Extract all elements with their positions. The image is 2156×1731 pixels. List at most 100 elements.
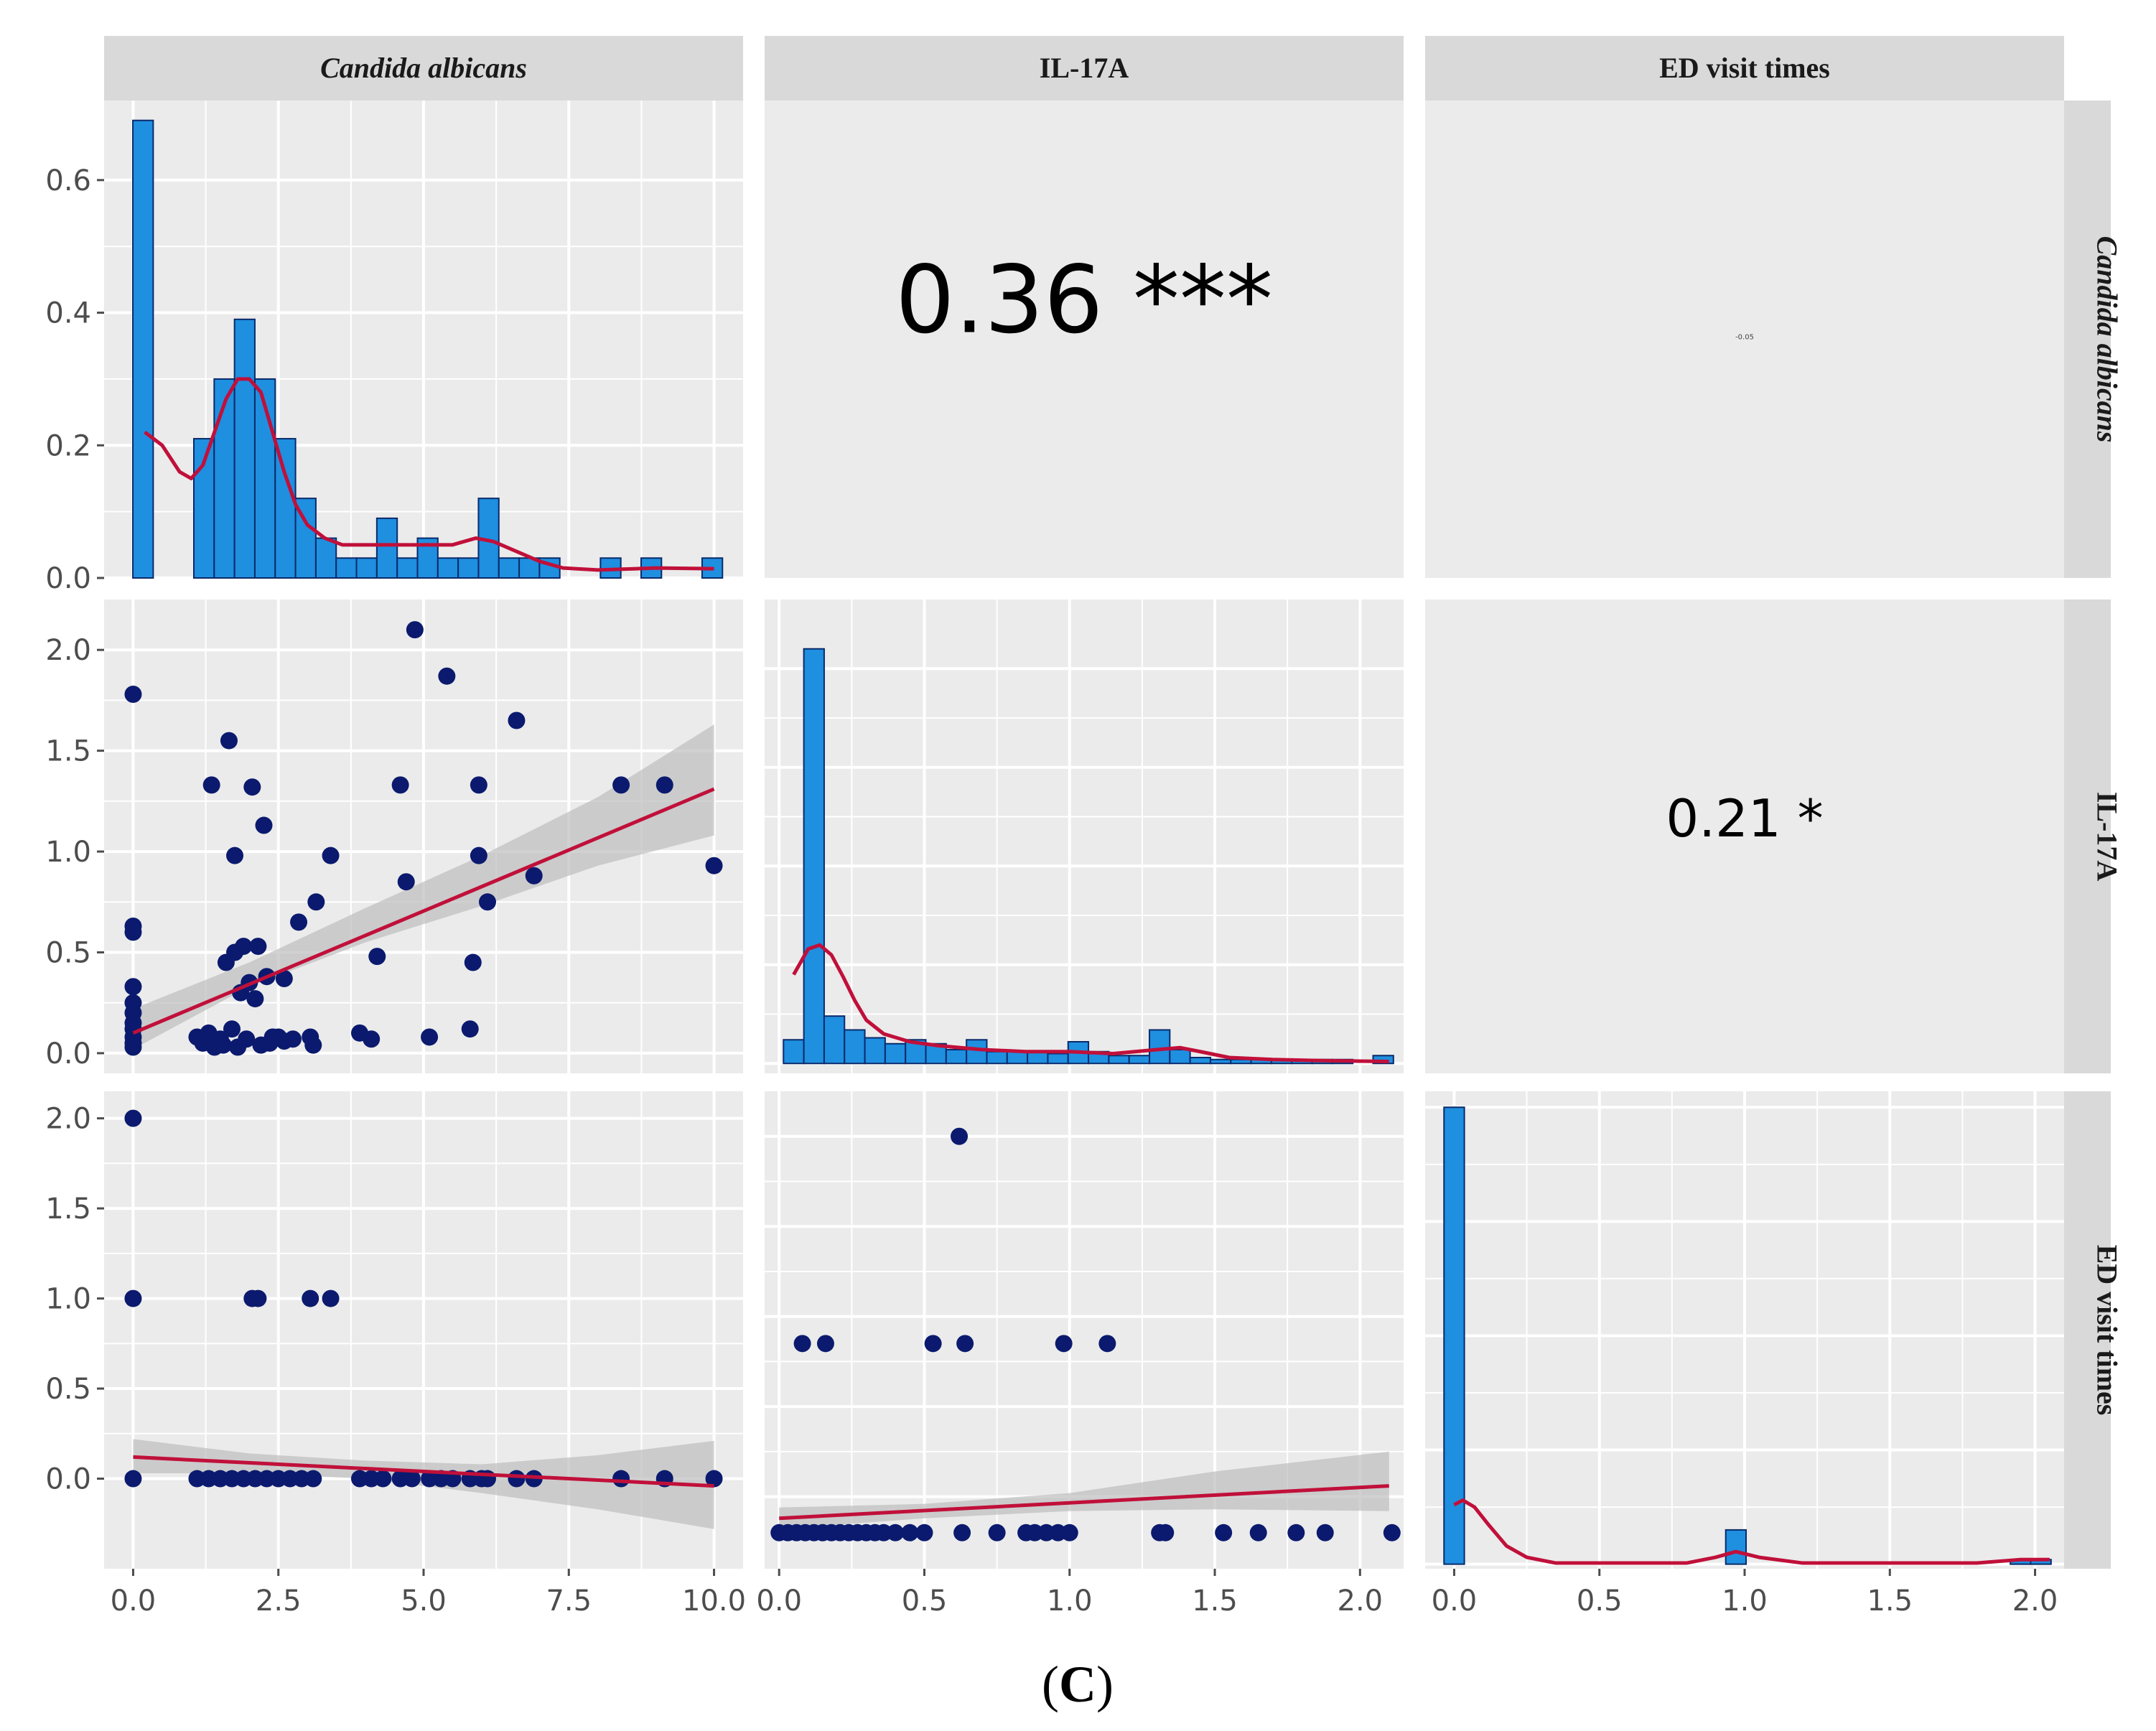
scatter-point (1287, 1524, 1305, 1541)
histogram-bar (314, 537, 337, 579)
regression-line (132, 787, 715, 1035)
scatter-point (470, 846, 487, 864)
column-strip-label: ED visit times (1659, 52, 1830, 84)
correlation-label: 0.36 *** (895, 246, 1273, 355)
x-tick-label: 1.0 (1722, 1585, 1768, 1618)
x-tick-label: 1.0 (1047, 1585, 1093, 1618)
scatter-point (226, 846, 244, 864)
histogram-bar (1128, 1055, 1151, 1065)
y-tick-label: 1.5 (45, 735, 91, 768)
scatter-point (421, 1028, 439, 1046)
scatter-point (525, 867, 543, 885)
histogram-bar (1189, 1057, 1211, 1065)
histogram-2 (783, 648, 1394, 1065)
regression-line (133, 1455, 714, 1488)
column-strip (765, 36, 1404, 101)
y-tick-label: 1.0 (45, 1283, 91, 1316)
regression-line (779, 1484, 1389, 1521)
scatter-point (124, 923, 142, 941)
y-tick-label: 0.0 (45, 562, 91, 595)
scatter-point (705, 857, 723, 874)
y-tick-label: 0.0 (45, 1463, 91, 1496)
x-tick-label: 0.5 (1577, 1585, 1623, 1618)
histogram-bar (844, 1029, 866, 1065)
scatter-point (403, 1470, 421, 1488)
scatter-point (322, 1289, 340, 1307)
scatter-point (124, 1109, 142, 1127)
scatter-point (1055, 1335, 1073, 1353)
y-tick-label: 1.0 (45, 836, 91, 869)
histogram-bar (457, 557, 480, 579)
scatter-point (901, 1524, 919, 1541)
histogram-1 (132, 119, 724, 579)
scatter-point (304, 1036, 322, 1054)
scatter-point (235, 938, 253, 956)
histogram-bar (1149, 1029, 1171, 1065)
x-tick-label: 1.5 (1192, 1585, 1238, 1618)
scatter-point (275, 970, 293, 987)
column-strip-label: Candida albicans (320, 52, 527, 84)
figure-caption: (C) (1042, 1656, 1114, 1713)
scatter-point (223, 1020, 241, 1038)
scatter-panel (124, 621, 723, 1056)
histogram-3 (1443, 1106, 2052, 1565)
histogram-bar (355, 557, 378, 579)
y-tick-label: 2.0 (45, 634, 91, 667)
scatter-point (612, 1470, 630, 1488)
density-curve (792, 943, 1389, 1063)
histogram-bar (274, 438, 297, 579)
y-tick-label: 1.5 (45, 1193, 91, 1226)
scatter-point (1215, 1524, 1233, 1541)
x-tick-label: 0.0 (111, 1585, 157, 1618)
scatter-point (124, 1289, 142, 1307)
histogram-bar (437, 557, 459, 579)
scatter-point (1383, 1524, 1401, 1541)
scatter-point (255, 816, 273, 834)
scatter-point (124, 978, 142, 996)
y-tick-label: 0.5 (45, 936, 91, 969)
scatter-point (307, 893, 325, 911)
y-tick-label: 0.2 (45, 429, 91, 462)
x-tick-label: 2.0 (1338, 1585, 1383, 1618)
histogram-bar (1047, 1053, 1069, 1065)
scatter-point (612, 776, 630, 794)
scatter-point (302, 1289, 319, 1307)
scatter-point (246, 990, 264, 1008)
scatter-point (406, 621, 424, 639)
scatter-point (374, 1470, 392, 1488)
histogram-bar (375, 517, 398, 579)
scatter-point (1249, 1524, 1267, 1541)
scatter-point (1157, 1524, 1175, 1541)
row-strip (2064, 101, 2111, 578)
y-tick-label: 0.0 (45, 1037, 91, 1070)
x-tick-label: 7.5 (546, 1585, 592, 1618)
row-strip-label: Candida albicans (2091, 236, 2124, 443)
scatter-point (214, 1036, 232, 1054)
x-tick-label: 0.5 (902, 1585, 948, 1618)
scatter-point (363, 1030, 381, 1048)
scatter-point (124, 1470, 142, 1488)
y-tick-label: 0.6 (45, 164, 91, 197)
x-tick-label: 0.0 (1432, 1585, 1478, 1618)
histogram-bar (966, 1039, 988, 1065)
scatter-point (705, 1470, 723, 1488)
scatter-point (1098, 1335, 1116, 1353)
histogram-bar (823, 1015, 846, 1065)
scatter-point (238, 1030, 256, 1048)
density-curve (144, 377, 714, 572)
scatter-point (470, 776, 487, 794)
histogram-bar (1108, 1055, 1130, 1065)
y-tick-label: 0.4 (45, 297, 91, 330)
scatter-point (924, 1335, 942, 1353)
histogram-bar (335, 557, 358, 579)
scatter-point (479, 893, 496, 911)
scatter-point (124, 686, 142, 703)
scatter-point (1060, 1524, 1078, 1541)
scatter-point (655, 776, 673, 794)
scatter-point (887, 1524, 905, 1541)
scatter-point (508, 711, 526, 729)
scatter-point (124, 1038, 142, 1056)
confidence-band (133, 724, 714, 1050)
scatter-panel (770, 1127, 1401, 1541)
